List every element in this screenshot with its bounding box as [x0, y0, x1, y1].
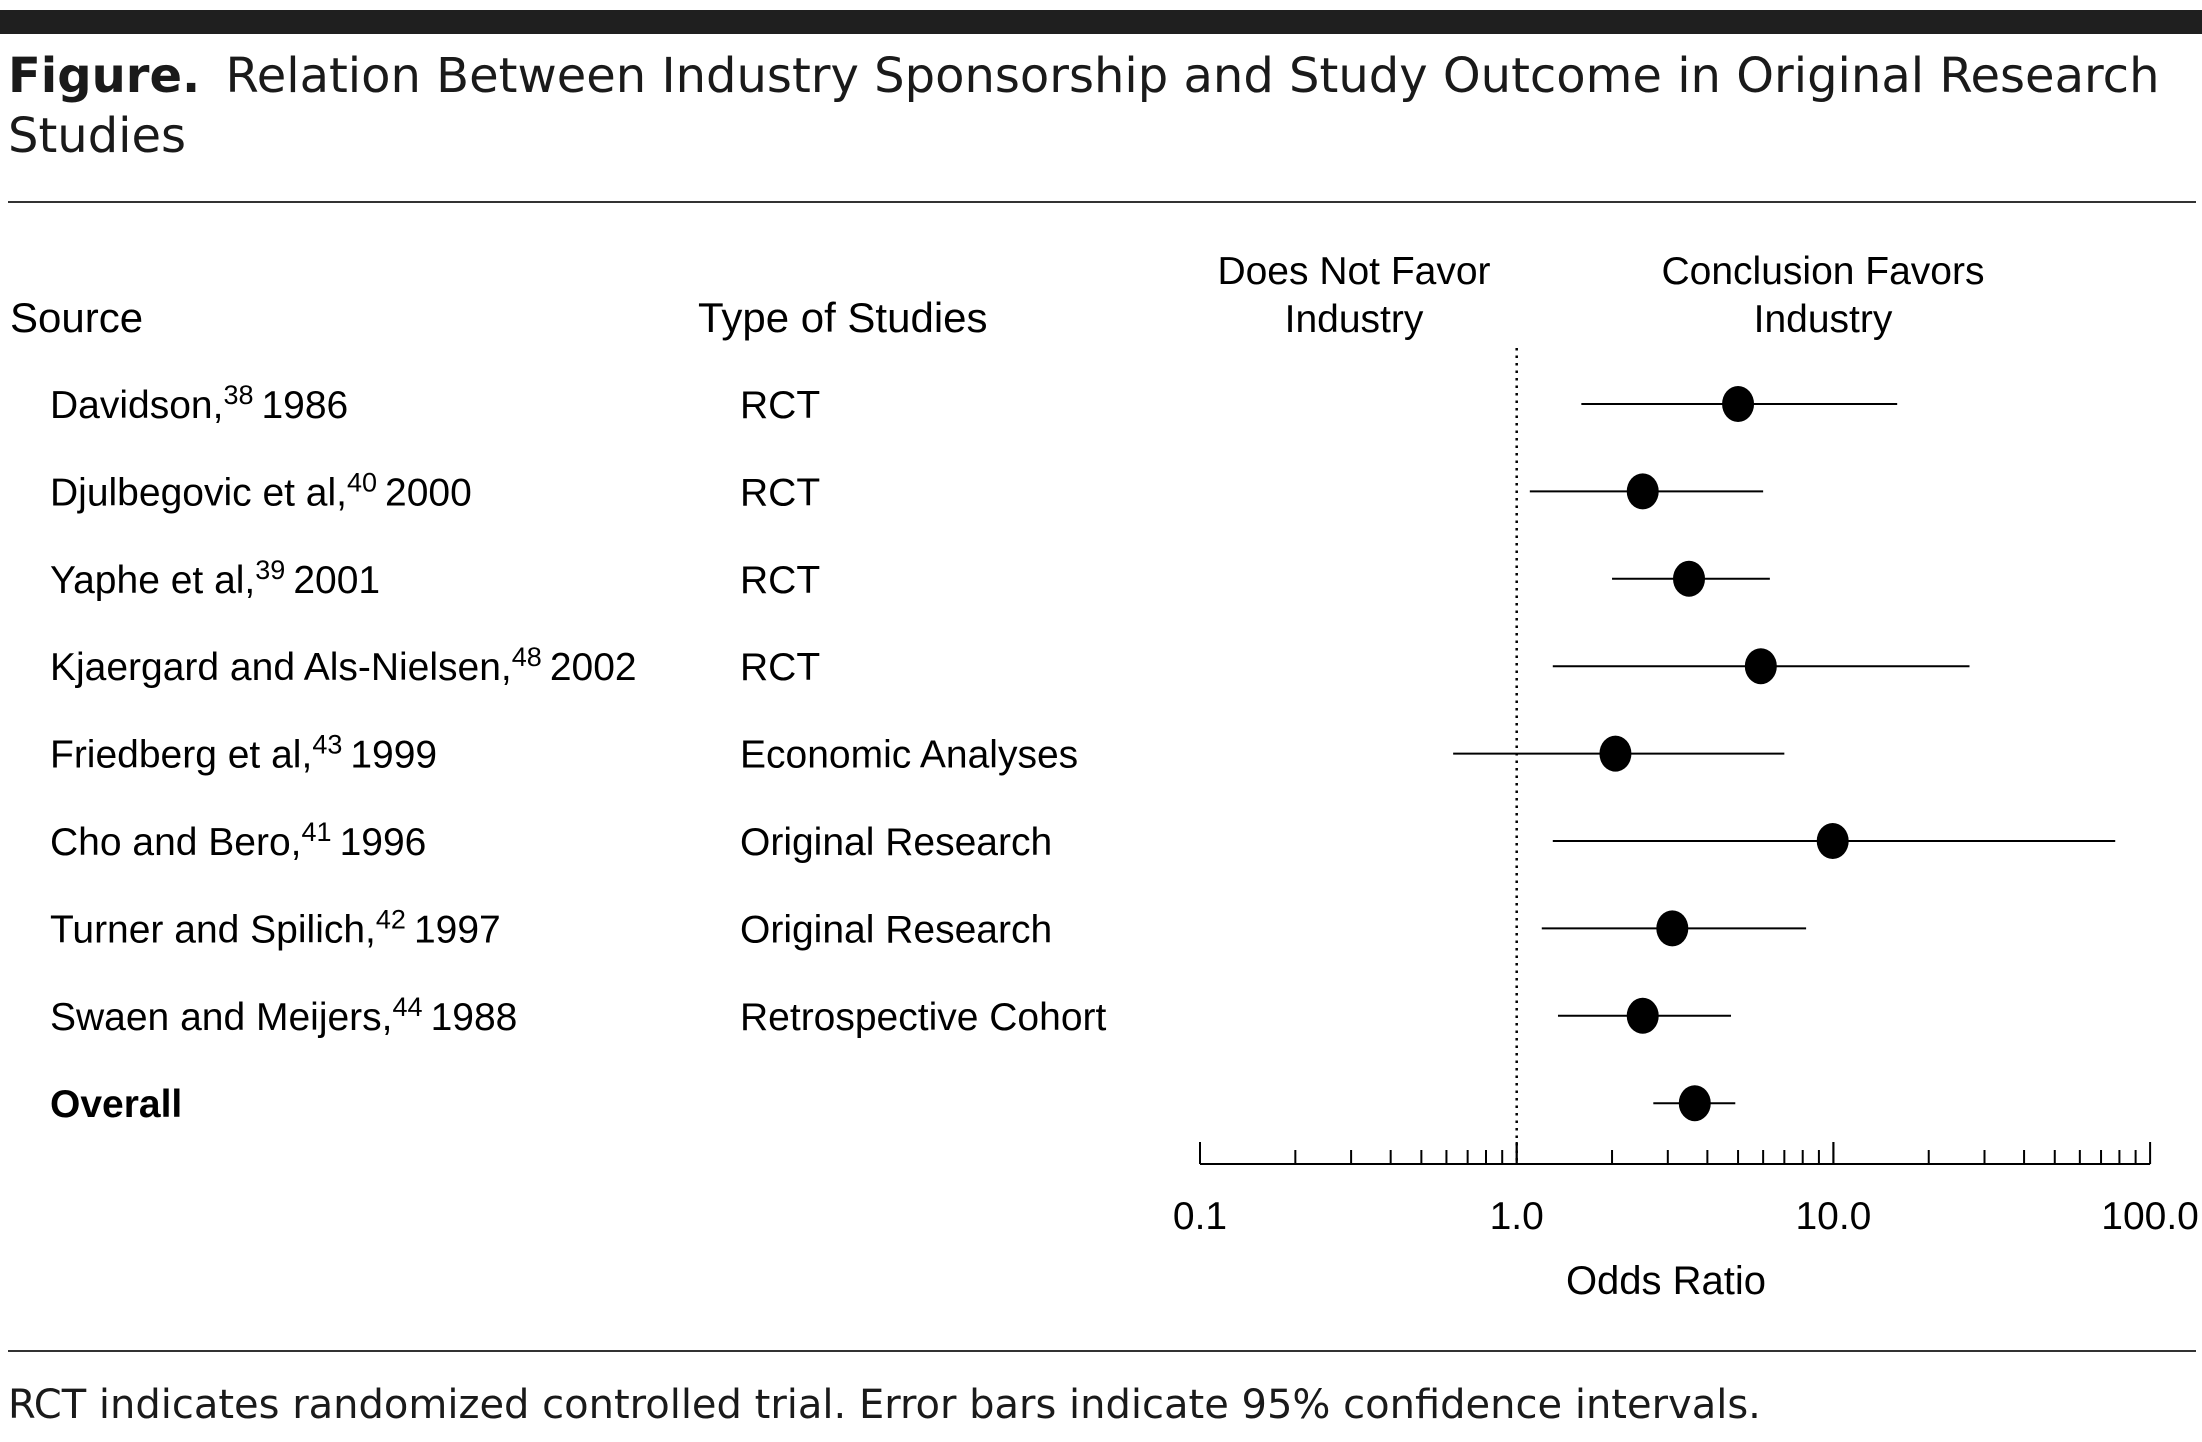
source-name: Turner and Spilich, — [50, 908, 376, 951]
label-favors-2: Industry — [1754, 298, 1893, 341]
forest-row: Davidson,38 1986 RCT — [50, 380, 1898, 427]
row-source: Swaen and Meijers,44 1988 — [50, 992, 517, 1039]
source-year: 2002 — [550, 646, 637, 689]
header-type: Type of Studies — [698, 294, 988, 341]
reference-superscript: 41 — [302, 817, 332, 847]
row-study-type: RCT — [740, 559, 820, 602]
forest-row: Overall — [50, 1083, 1736, 1126]
source-year: 1996 — [340, 821, 427, 864]
row-study-type: Economic Analyses — [740, 734, 1078, 777]
odds-ratio-point — [1673, 560, 1706, 597]
reference-superscript: 43 — [312, 730, 342, 760]
row-source: Friedberg et al,43 1999 — [50, 730, 437, 777]
odds-ratio-point — [1626, 473, 1659, 510]
odds-ratio-point — [1599, 735, 1632, 772]
odds-ratio-point — [1744, 648, 1777, 685]
reference-superscript: 39 — [255, 555, 285, 585]
label-favors-1: Conclusion Favors — [1662, 250, 1985, 293]
x-axis-label: Odds Ratio — [1566, 1259, 1766, 1303]
row-source: Davidson,38 1986 — [50, 380, 348, 427]
reference-superscript: 44 — [393, 992, 423, 1022]
row-source: Djulbegovic et al,40 2000 — [50, 467, 472, 514]
row-source: Kjaergard and Als-Nielsen,48 2002 — [50, 642, 637, 689]
forest-row: Yaphe et al,39 2001 RCT — [50, 555, 1770, 602]
row-study-type: Retrospective Cohort — [740, 996, 1106, 1039]
header-source: Source — [10, 294, 143, 341]
odds-ratio-point — [1722, 386, 1755, 422]
forest-row: Djulbegovic et al,40 2000 RCT — [50, 467, 1764, 514]
row-study-type: RCT — [740, 646, 820, 689]
x-tick-label: 1.0 — [1490, 1195, 1544, 1238]
row-study-type: Original Research — [740, 908, 1052, 951]
odds-ratio-point — [1678, 1085, 1711, 1122]
row-study-type: RCT — [740, 471, 820, 514]
row-source: Yaphe et al,39 2001 — [50, 555, 380, 602]
source-year: 2001 — [293, 559, 380, 602]
source-name: Friedberg et al, — [50, 734, 312, 777]
source-name: Davidson, — [50, 384, 223, 427]
reference-superscript: 40 — [347, 467, 377, 497]
source-name: Djulbegovic et al, — [50, 471, 347, 514]
reference-superscript: 38 — [223, 380, 253, 410]
figure-title: Figure. Relation Between Industry Sponso… — [8, 48, 2160, 104]
x-tick-label: 100.0 — [2101, 1195, 2199, 1238]
label-does-not-favor-1: Does Not Favor — [1217, 250, 1490, 293]
row-study-type: Original Research — [740, 821, 1052, 864]
figure-title-line1: Relation Between Industry Sponsorship an… — [226, 48, 2160, 104]
forest-row: Turner and Spilich,42 1997 Original Resear… — [50, 904, 1807, 951]
figure-title-line2: Studies — [8, 108, 186, 164]
odds-ratio-point — [1656, 910, 1689, 947]
reference-superscript: 42 — [376, 904, 406, 934]
source-year: 1997 — [414, 908, 501, 951]
row-study-type: RCT — [740, 384, 820, 427]
odds-ratio-point — [1816, 823, 1849, 859]
source-year: 2000 — [385, 471, 472, 514]
source-name: Yaphe et al, — [50, 559, 255, 602]
source-name: Overall — [50, 1083, 182, 1126]
top-rule-bar — [0, 10, 2202, 34]
reference-superscript: 48 — [512, 642, 542, 672]
forest-row: Cho and Bero,41 1996 Original Research — [50, 817, 2116, 864]
source-name: Cho and Bero, — [50, 821, 302, 864]
x-tick-label: 0.1 — [1173, 1195, 1227, 1238]
footnote: RCT indicates randomized controlled tria… — [8, 1382, 1761, 1428]
source-name: Kjaergard and Als-Nielsen, — [50, 646, 512, 689]
odds-ratio-point — [1626, 997, 1659, 1034]
row-source: Overall — [50, 1083, 182, 1126]
row-source: Cho and Bero,41 1996 — [50, 817, 426, 864]
row-source: Turner and Spilich,42 1997 — [50, 904, 501, 951]
source-year: 1999 — [350, 734, 437, 777]
figure-label: Figure. — [8, 48, 200, 104]
source-year: 1988 — [431, 996, 518, 1039]
source-name: Swaen and Meijers, — [50, 996, 393, 1039]
source-year: 1986 — [261, 384, 348, 427]
x-tick-label: 10.0 — [1795, 1195, 1871, 1238]
forest-row: Swaen and Meijers,44 1988 Retrospective Co… — [50, 992, 1732, 1039]
label-does-not-favor-2: Industry — [1285, 298, 1424, 341]
forest-row: Kjaergard and Als-Nielsen,48 2002 RCT — [50, 642, 1970, 689]
forest-row: Friedberg et al,43 1999 Economic Analyses — [50, 730, 1785, 777]
